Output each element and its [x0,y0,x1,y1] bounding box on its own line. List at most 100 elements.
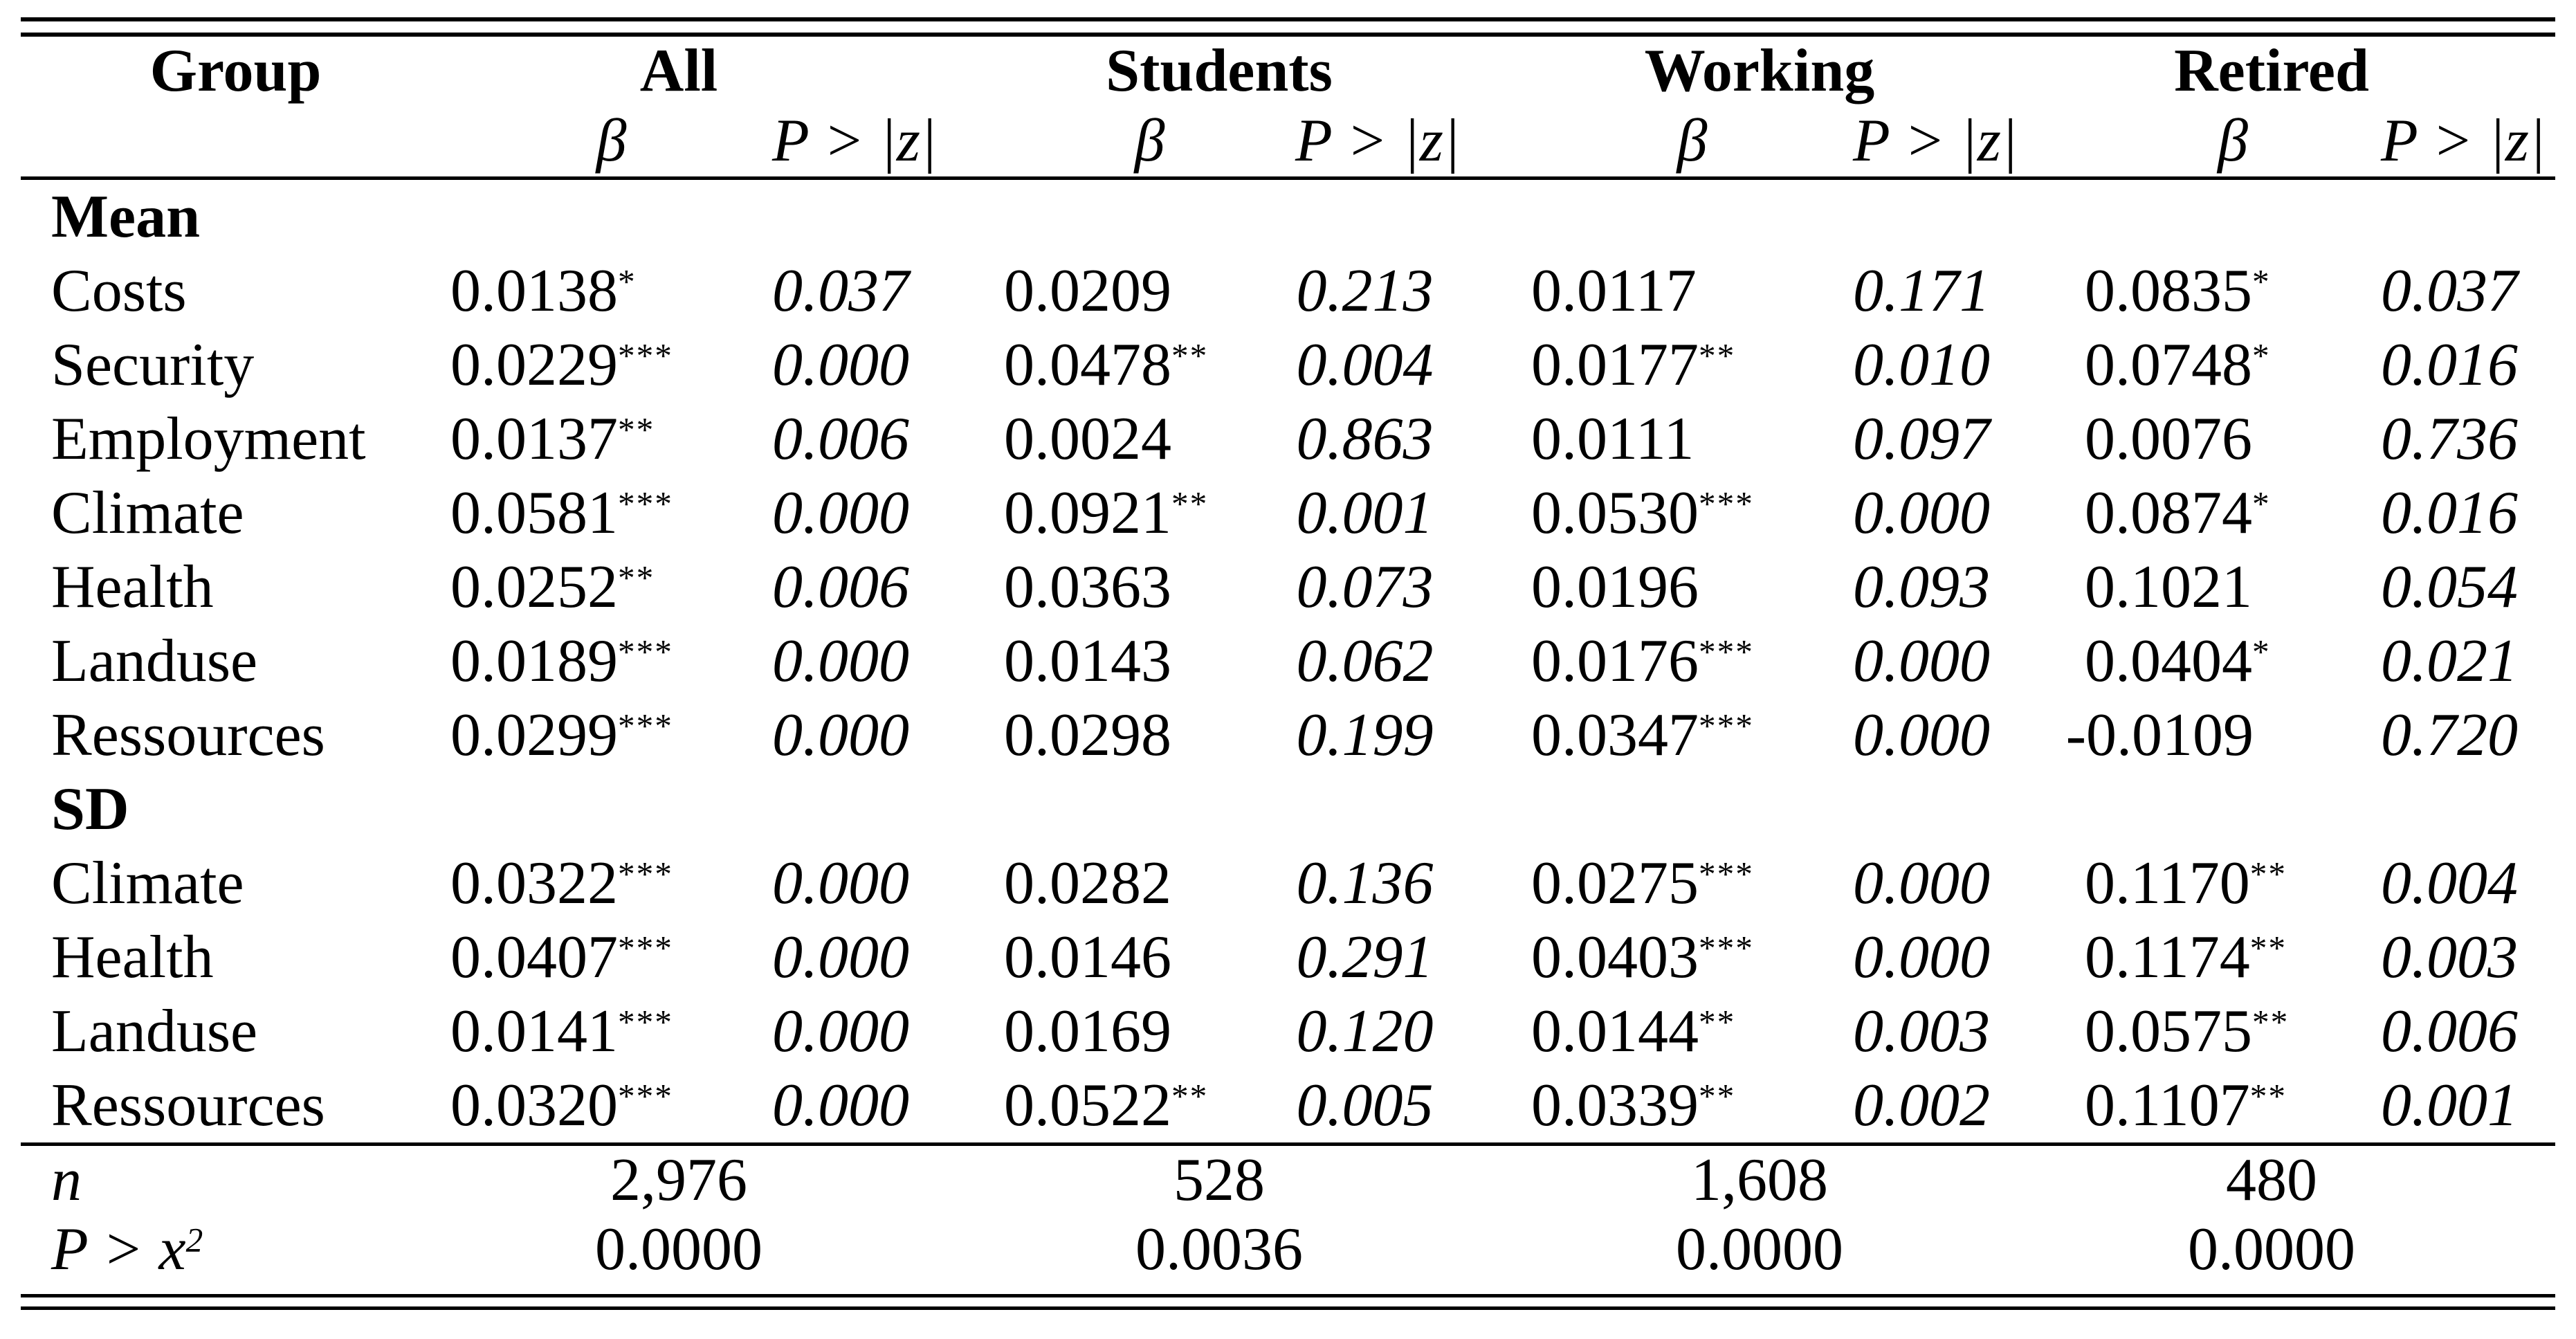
beta-value: 0.0921 [1004,479,1171,547]
beta-cell: 0.0111 [1531,408,1853,470]
beta-cell: 0.1021 [2085,556,2381,618]
beta-cell: 0.1170** [2085,853,2381,914]
row-label: Security [51,331,255,399]
beta-value: 0.0275 [1531,849,1699,917]
significance-stars: ** [618,558,655,596]
p-value: 0.000 [772,331,909,399]
beta-value: 0.0229 [450,331,618,399]
n-value-all: 2,976 [610,1147,747,1214]
significance-stars: ** [618,410,655,448]
col-header-students: Students [1106,37,1333,104]
beta-value: 0.0835 [2085,257,2252,325]
p-value: 0.863 [1296,405,1434,473]
beta-cell: 0.0138* [450,260,772,322]
p-value: 0.004 [2381,849,2518,917]
significance-stars: * [618,262,637,300]
p-value: 0.006 [772,405,909,473]
section-header-row: Mean [21,180,2555,254]
p-value: 0.000 [1853,701,1990,769]
significance-stars: ** [1699,1076,1736,1115]
significance-stars: *** [618,706,673,745]
significance-stars: *** [618,1076,673,1115]
significance-stars: ** [1171,336,1209,374]
beta-value: 0.0144 [1531,997,1699,1065]
beta-value: 0.0024 [1004,405,1171,473]
beta-value: 0.0403 [1531,923,1699,991]
beta-cell: 0.0229*** [450,334,772,396]
beta-value: 0.0137 [450,405,618,473]
table-row: Employment 0.0137** 0.006 0.0024 0.863 0.0111… [21,402,2555,476]
chi-value-retired: 0.0000 [2188,1216,2355,1283]
p-value: 0.006 [772,553,909,621]
significance-stars: ** [1699,1002,1736,1041]
beta-cell: 0.1174** [2085,927,2381,988]
col-header-working: Working [1644,37,1875,104]
beta-cell: 0.0196 [1531,553,1853,621]
beta-cell: 0.0403*** [1531,927,1853,988]
beta-cell: 0.0298 [1004,704,1295,766]
col-header-group: Group [149,37,322,104]
beta-value: 0.0076 [2085,405,2252,473]
p-value: 0.000 [772,479,909,547]
beta-value: 0.0189 [450,627,618,695]
row-label: Landuse [51,627,258,695]
p-value: 0.016 [2381,331,2518,399]
significance-stars: *** [618,928,673,967]
beta-col-header: β [1134,107,1165,174]
chi-value-all: 0.0000 [595,1216,762,1283]
significance-stars: *** [618,336,673,374]
p-value: 0.005 [1296,1071,1434,1139]
row-label: Employment [51,405,366,473]
p-col-header: P > |z| [1295,107,1461,174]
beta-value: 0.0143 [1004,627,1171,695]
beta-cell: 0.0921** [1004,479,1295,547]
p-col-header: P > |z| [2381,107,2546,174]
p-value: 0.136 [1296,849,1434,917]
p-value: 0.000 [772,923,909,991]
significance-stars: ** [1171,1076,1209,1115]
beta-value: 0.0874 [2085,479,2252,547]
beta-value: 0.0196 [1531,553,1699,621]
p-value: 0.171 [1853,257,1990,325]
beta-cell: 0.0169 [1004,1001,1295,1062]
p-value: 0.006 [2381,997,2518,1065]
beta-cell: 0.0478** [1004,334,1295,396]
beta-col-header: β [1677,107,1708,174]
beta-cell: 0.0177** [1531,334,1853,396]
beta-value: 0.0748 [2085,331,2252,399]
significance-stars: ** [2252,1002,2290,1041]
beta-value: 0.0117 [1531,257,1697,325]
beta-value: 0.1174 [2085,923,2250,991]
beta-cell: 0.0581*** [450,482,772,544]
beta-cell: 0.0146 [1004,927,1295,988]
beta-cell: 0.0522** [1004,1075,1295,1136]
beta-cell: 0.0143 [1004,627,1295,695]
top-rule-inner [21,33,2555,37]
row-label: Health [51,553,214,621]
significance-stars: * [2252,262,2271,300]
table-row: Landuse 0.0189*** 0.000 0.0143 0.062 0.0176**… [21,624,2555,698]
p-value: 0.010 [1853,331,1990,399]
row-label: Ressources [51,701,325,769]
chi-value-students: 0.0036 [1135,1216,1303,1283]
beta-cell: 0.0076 [2085,405,2381,473]
beta-cell: 0.0407*** [450,927,772,988]
p-value: 0.001 [1296,479,1434,547]
beta-cell: 0.0363 [1004,553,1295,621]
col-header-all: All [639,37,718,104]
row-label: Landuse [51,997,258,1065]
significance-stars: ** [2249,928,2287,967]
beta-value: 0.0176 [1531,627,1699,695]
beta-value: 0.0177 [1531,331,1699,399]
significance-stars: ** [2249,1076,2287,1115]
beta-value: 0.0407 [450,923,618,991]
row-label: Ressources [51,1071,325,1139]
p-value: 0.000 [1853,479,1990,547]
p-value: 0.199 [1296,701,1434,769]
beta-value: 0.0363 [1004,553,1171,621]
beta-cell: 0.0141*** [450,1001,772,1062]
top-rule-outer [21,17,2555,21]
table-row: Climate 0.0581*** 0.000 0.0921** 0.001 0.0530… [21,476,2555,550]
significance-stars: ** [2249,854,2287,893]
header-rule [21,176,2555,180]
